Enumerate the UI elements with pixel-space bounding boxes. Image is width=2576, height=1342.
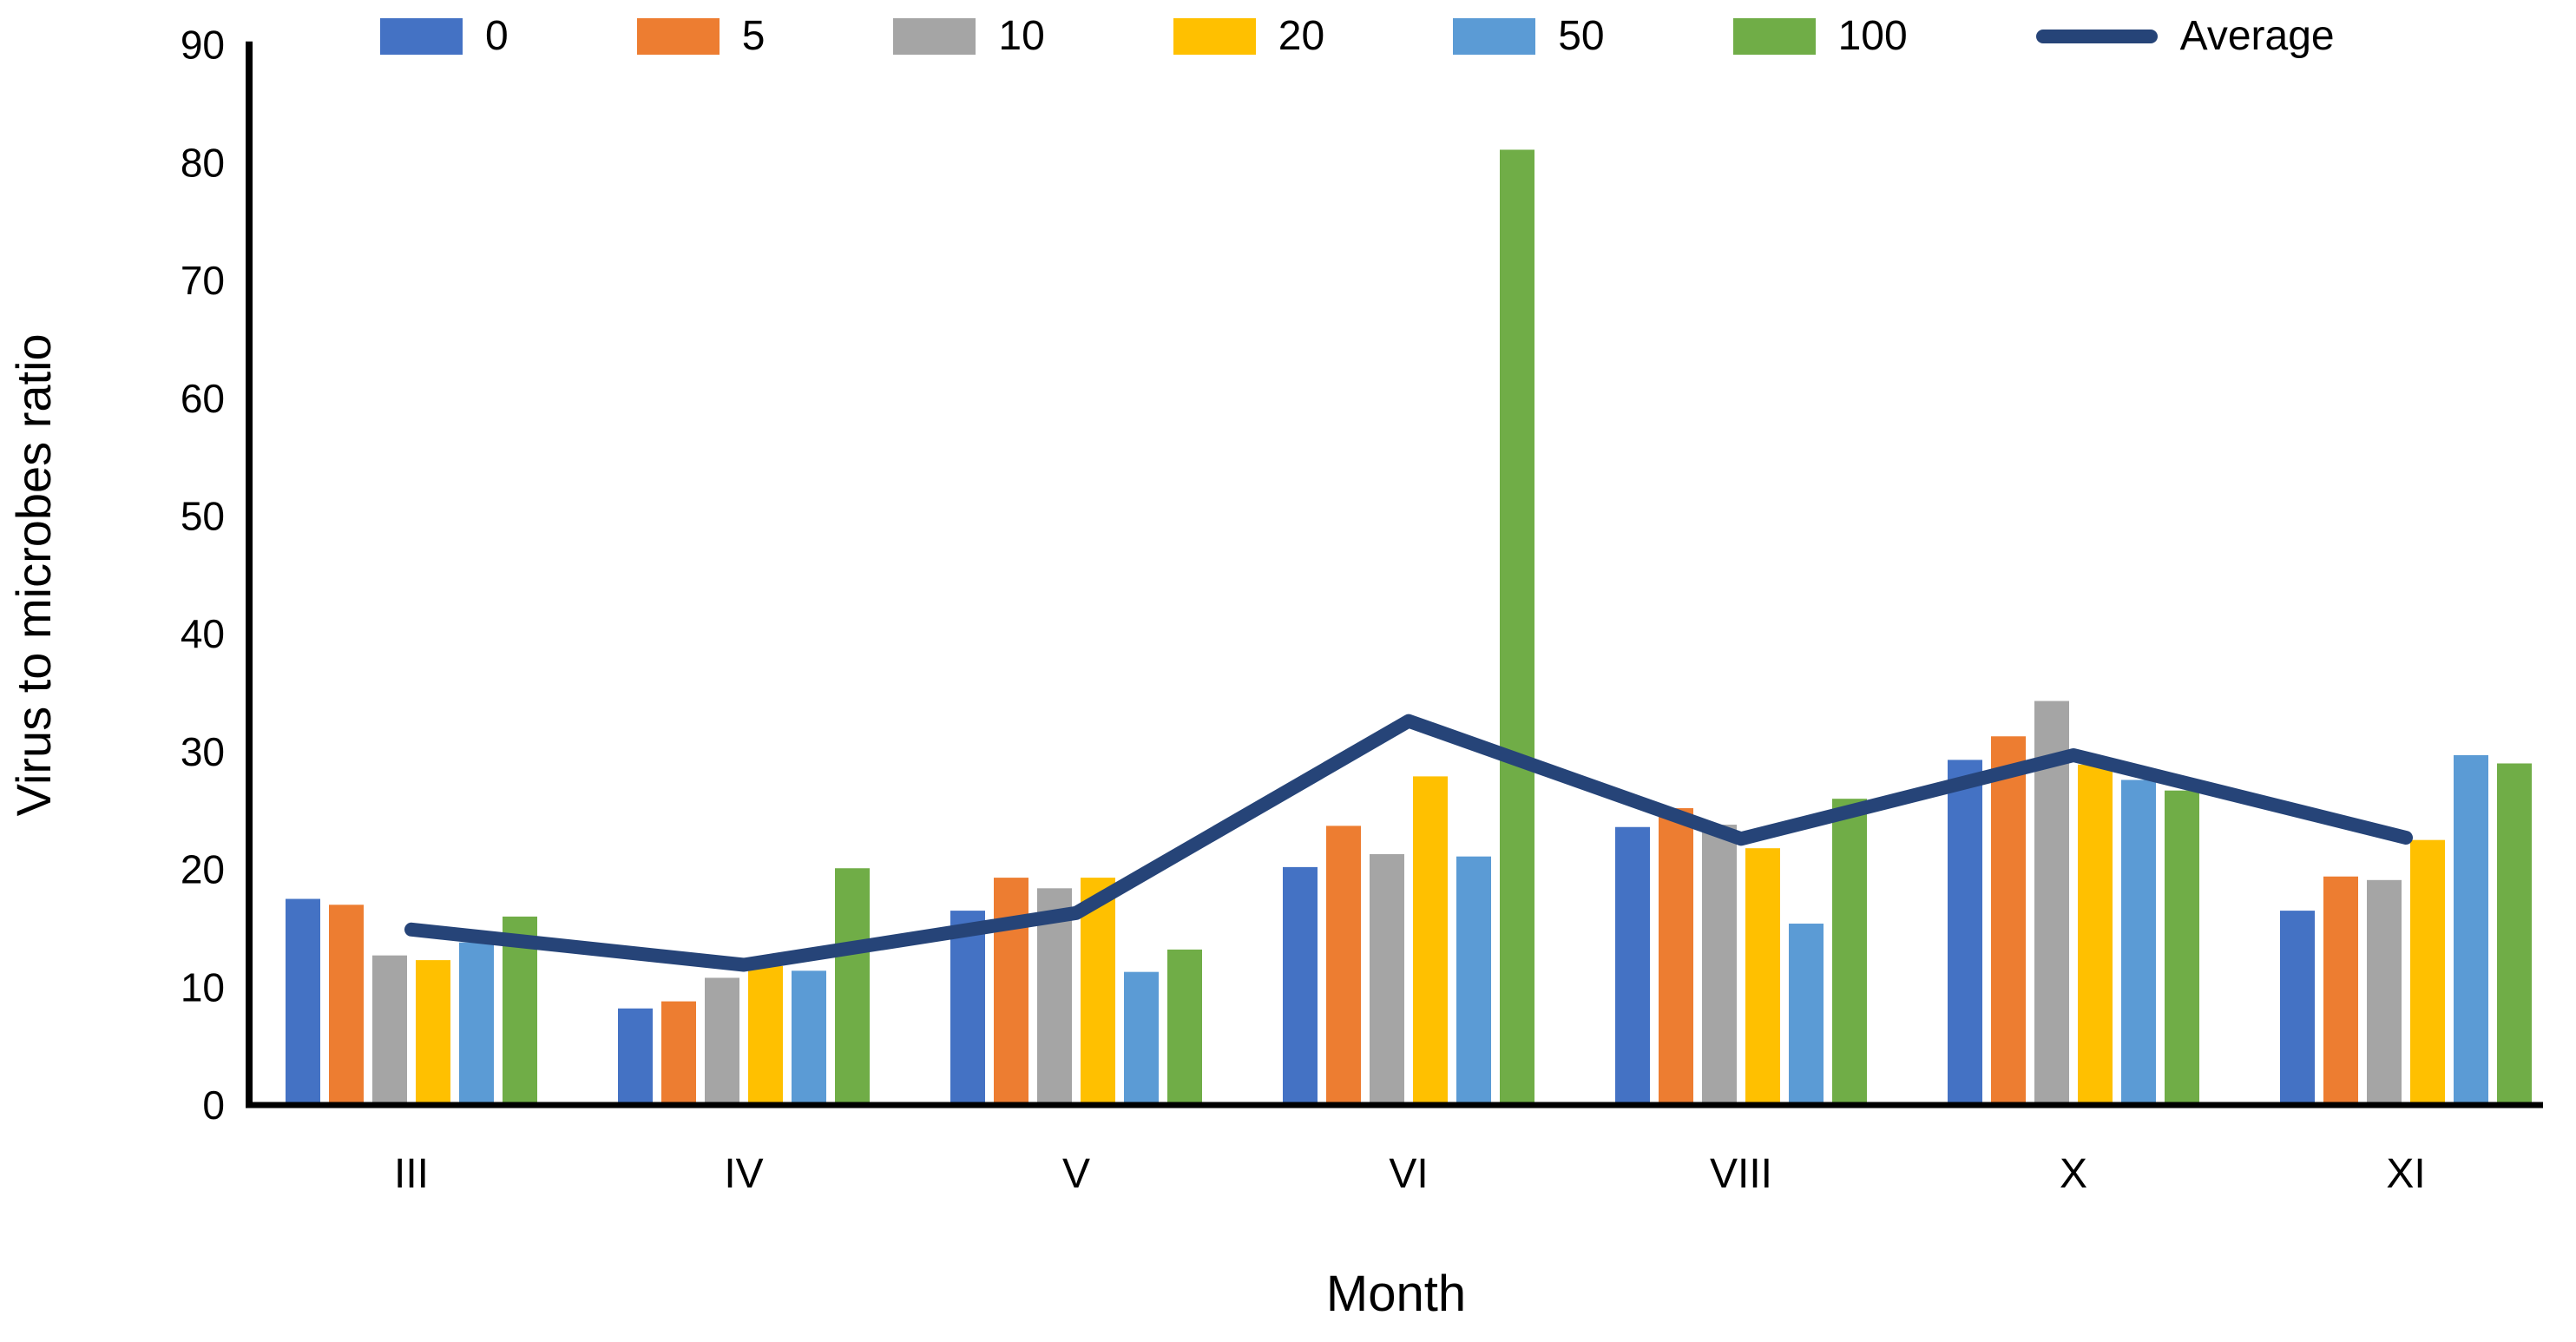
y-tick-label: 50 [181, 494, 225, 539]
bar-0-IV [618, 1008, 653, 1105]
bar-20-III [416, 960, 450, 1105]
legend-swatch-icon [1453, 18, 1536, 55]
bar-0-VI [1283, 866, 1318, 1105]
x-category-label: VIII [1710, 1151, 1772, 1197]
legend-item-100: 100 [1732, 13, 1908, 59]
bar-20-X [2078, 764, 2113, 1105]
bar-50-XI [2454, 754, 2488, 1105]
bar-0-III [286, 898, 320, 1105]
x-category-label: IV [724, 1151, 763, 1197]
bar-10-XI [2367, 879, 2402, 1105]
legend-swatch-icon [380, 18, 463, 55]
legend-swatch-icon [636, 18, 720, 55]
x-category-label: V [1062, 1151, 1090, 1197]
bar-100-XI [2497, 763, 2532, 1105]
bar-10-III [372, 955, 407, 1105]
bar-20-XI [2410, 839, 2445, 1105]
bar-5-V [994, 878, 1028, 1105]
legend-item-50: 50 [1453, 13, 1605, 59]
legend-item-10: 10 [893, 13, 1045, 59]
legend-swatch-icon [1732, 18, 1816, 55]
legend-item-0: 0 [380, 16, 509, 57]
bar-100-V [1167, 949, 1202, 1105]
legend-swatch-icon [893, 18, 976, 55]
bar-100-VIII [1832, 799, 1867, 1105]
bar-50-IV [792, 970, 826, 1105]
bar-50-VIII [1789, 924, 1824, 1105]
legend-label: 100 [1837, 13, 1908, 59]
legend-label: 5 [741, 13, 766, 59]
x-category-label: VI [1389, 1151, 1428, 1197]
bar-50-V [1124, 971, 1159, 1105]
bar-100-X [2165, 790, 2199, 1105]
bar-0-XI [2280, 911, 2315, 1105]
bar-20-VIII [1745, 848, 1780, 1105]
y-tick-label: 10 [181, 964, 225, 1010]
y-tick-label: 60 [181, 376, 225, 421]
bar-10-VI [1370, 853, 1404, 1105]
legend: 0 5 10 20 50 100 Average [380, 9, 2335, 64]
bar-20-VI [1413, 776, 1448, 1105]
bar-10-IV [705, 977, 739, 1105]
legend-label: 50 [1558, 13, 1605, 59]
bar-5-XI [2323, 876, 2358, 1105]
legend-item-20: 20 [1173, 16, 1324, 57]
bar-100-VI [1500, 149, 1534, 1105]
y-tick-label: 80 [181, 140, 225, 185]
x-category-label: III [394, 1151, 429, 1197]
y-tick-label: 0 [202, 1082, 225, 1128]
bar-5-IV [661, 1001, 696, 1105]
legend-label: Average [2179, 13, 2335, 59]
x-axis-title: Month [1326, 1266, 1466, 1322]
bar-5-III [329, 905, 364, 1105]
legend-swatch-icon [1173, 18, 1256, 55]
x-category-label: XI [2386, 1151, 2425, 1197]
bar-100-IV [835, 868, 870, 1105]
legend-label: 10 [998, 13, 1045, 59]
legend-item-average: Average [2035, 13, 2335, 59]
legend-average-line-icon [2035, 30, 2158, 43]
y-tick-label: 20 [181, 847, 225, 892]
bar-0-VIII [1615, 826, 1650, 1105]
bar-50-X [2121, 780, 2156, 1105]
legend-label: 20 [1278, 13, 1325, 59]
y-tick-label: 90 [181, 23, 225, 68]
bar-20-IV [748, 965, 783, 1105]
legend-label: 0 [485, 13, 509, 59]
bar-0-X [1948, 760, 1982, 1105]
bar-5-VI [1326, 826, 1361, 1105]
bar-50-III [459, 942, 494, 1105]
bar-10-VIII [1702, 825, 1737, 1105]
y-tick-label: 30 [181, 729, 225, 774]
bar-0-V [950, 911, 985, 1105]
x-category-label: X [2060, 1151, 2087, 1197]
y-tick-label: 40 [181, 611, 225, 656]
bar-50-VI [1456, 856, 1491, 1105]
bar-5-X [1991, 736, 2026, 1105]
bar-5-VIII [1659, 808, 1693, 1105]
legend-item-5: 5 [636, 13, 766, 59]
average-line [404, 714, 2413, 972]
y-tick-label: 70 [181, 258, 225, 303]
y-axis-title: Virus to microbes ratio [6, 333, 61, 816]
bar-20-V [1081, 878, 1115, 1105]
